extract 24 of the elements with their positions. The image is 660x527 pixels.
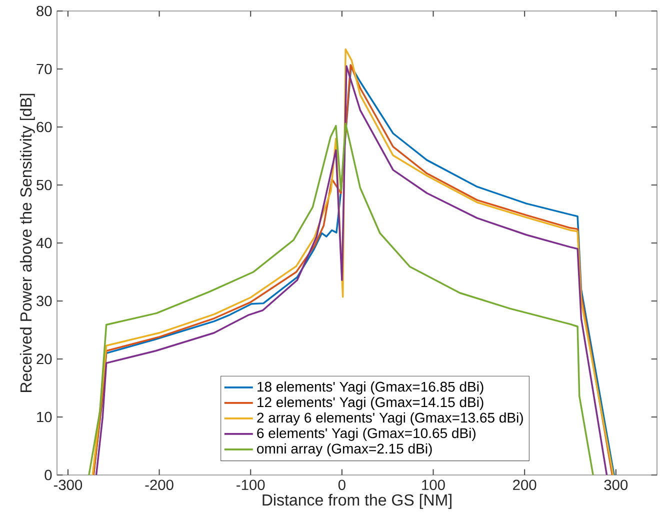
- legend-label: 2 array 6 elements' Yagi (Gmax=13.65 dBi): [257, 412, 523, 426]
- legend-label: 12 elements' Yagi (Gmax=14.15 dBi): [258, 396, 484, 410]
- y-tick-label: 40: [36, 238, 52, 248]
- x-axis-title: Distance from the GS [NM]: [262, 494, 452, 509]
- y-tick-label: 70: [36, 64, 52, 74]
- y-tick-label: 30: [36, 296, 52, 306]
- y-axis-title: Received Power above the Sensitivity [dB]: [20, 94, 35, 392]
- y-tick-label: 60: [36, 122, 52, 132]
- y-tick-label: 80: [36, 6, 52, 16]
- x-tick-label: -200: [145, 480, 174, 490]
- y-tick-label: 10: [37, 412, 52, 422]
- y-tick-label: 0: [44, 470, 52, 480]
- x-tick-label: 200: [513, 480, 536, 490]
- x-tick-label: 100: [422, 480, 445, 490]
- x-tick-label: 300: [604, 480, 628, 490]
- legend-label: 6 elements' Yagi (Gmax=10.65 dBi): [257, 428, 476, 441]
- x-tick-label: -300: [54, 480, 82, 490]
- y-tick-label: 20: [36, 354, 52, 364]
- y-tick-label: 50: [36, 180, 52, 190]
- x-tick-label: 0: [338, 480, 346, 490]
- legend-label: 18 elements' Yagi (Gmax=16.85 dBi): [258, 381, 484, 394]
- line-series: [88, 122, 594, 475]
- legend-label: omni array (Gmax=2.15 dBi): [257, 443, 432, 456]
- x-tick-label: -100: [236, 480, 265, 490]
